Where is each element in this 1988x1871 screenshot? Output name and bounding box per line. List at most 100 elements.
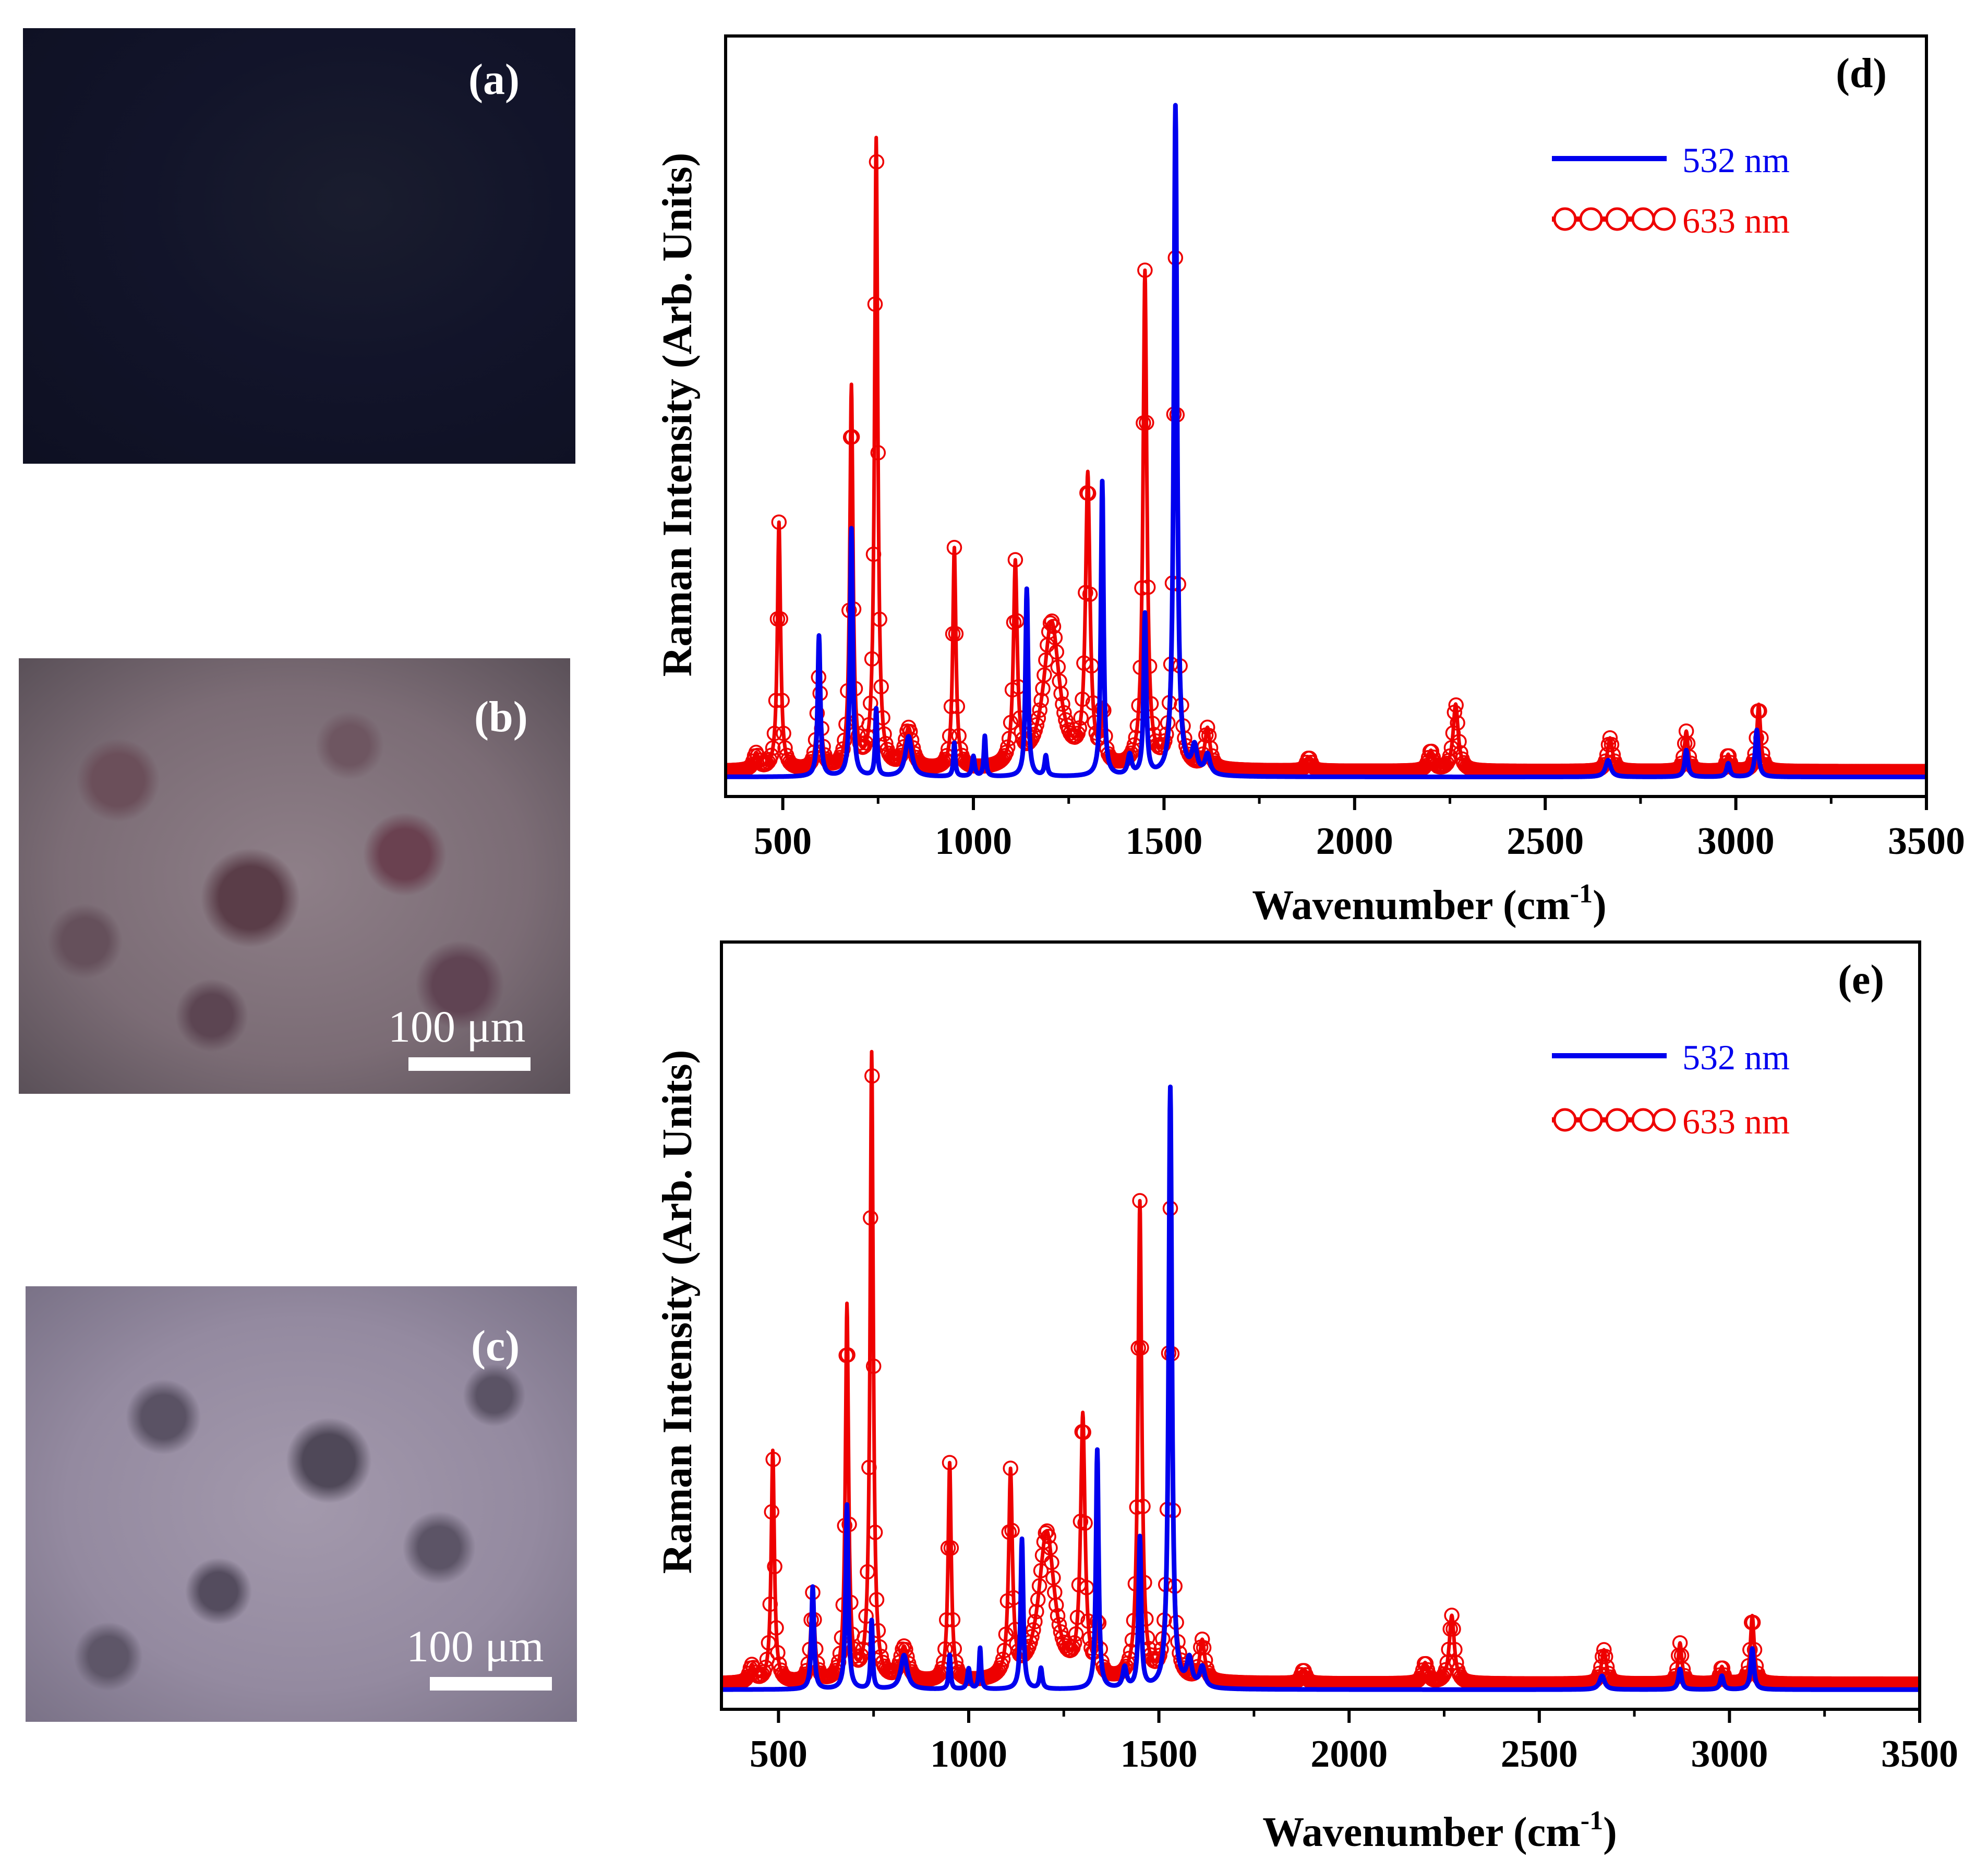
- series-markers-633nm-e: [721, 1068, 1920, 1692]
- data-point: [934, 755, 950, 771]
- data-point: [1082, 586, 1098, 602]
- data-point: [943, 698, 959, 715]
- data-point: [776, 726, 791, 741]
- data-point: [867, 1525, 883, 1540]
- y-axis-label-e: Raman Intensity (Arb. Units): [655, 1050, 701, 1574]
- legend-marker-633-e: [1605, 1108, 1629, 1132]
- data-point: [942, 728, 958, 744]
- data-point: [1135, 1499, 1151, 1514]
- data-point: [867, 296, 883, 312]
- data-point: [937, 1641, 953, 1657]
- data-point: [863, 1210, 878, 1226]
- data-point: [1134, 580, 1150, 596]
- data-point: [1673, 1648, 1690, 1663]
- data-point: [998, 1626, 1014, 1642]
- data-point: [766, 726, 782, 741]
- data-point: [1037, 667, 1052, 683]
- data-point: [753, 1668, 769, 1684]
- data-point: [1752, 703, 1767, 719]
- data-point: [1597, 1649, 1613, 1664]
- data-point: [995, 1651, 1011, 1667]
- data-point: [759, 756, 775, 771]
- data-point: [864, 651, 880, 667]
- data-point: [1042, 615, 1058, 631]
- data-point: [1038, 652, 1054, 668]
- data-point: [1672, 1635, 1688, 1651]
- legend-e: 532 nm 633 nm: [1552, 1037, 1790, 1141]
- data-point: [767, 1559, 782, 1575]
- data-point: [1048, 1597, 1064, 1613]
- x-tick-label-1500-e: 1500: [1120, 1733, 1198, 1776]
- x-tick-label-3000-d: 3000: [1697, 820, 1775, 863]
- data-point: [1199, 719, 1215, 735]
- x-tick-label-3500-e: 3500: [1881, 1733, 1958, 1776]
- data-point: [1080, 486, 1097, 501]
- data-point: [771, 514, 787, 530]
- data-point: [1448, 697, 1464, 713]
- data-point: [869, 154, 885, 170]
- legend-marker-633-e: [1553, 1108, 1577, 1132]
- scale-bar-label-c: 100 μm: [406, 1621, 544, 1671]
- series-line-532nm-e: [721, 1084, 1920, 1692]
- panel-label-b: (b): [474, 693, 528, 741]
- x-tick-label-2000-d: 2000: [1316, 820, 1393, 863]
- data-point: [777, 740, 793, 756]
- data-point: [765, 1452, 781, 1467]
- data-point: [761, 1635, 777, 1651]
- data-point: [1079, 1579, 1094, 1596]
- data-point: [858, 1608, 874, 1624]
- data-point: [1050, 1608, 1066, 1624]
- axes-frame-e: [720, 940, 1921, 1711]
- data-point: [949, 698, 966, 715]
- data-point: [873, 679, 889, 695]
- x-axis-label-d: Wavenumber (cm-1): [1252, 879, 1607, 928]
- data-point: [1069, 1609, 1086, 1625]
- data-point: [1596, 1642, 1612, 1658]
- data-point: [946, 539, 962, 556]
- data-point: [774, 693, 790, 708]
- data-point: [1418, 1656, 1434, 1672]
- micrograph-a: (a): [23, 28, 575, 464]
- data-point: [1076, 1425, 1091, 1440]
- data-point: [1129, 1499, 1145, 1515]
- legend-marker-633-d: [1652, 207, 1676, 231]
- data-point: [1000, 739, 1016, 755]
- data-point: [765, 740, 781, 756]
- legend-marker-633-d: [1553, 207, 1577, 231]
- data-point: [865, 546, 882, 562]
- data-point: [1071, 1577, 1087, 1593]
- data-point: [938, 1612, 955, 1628]
- series-line-532nm-d: [726, 103, 1926, 779]
- x-tick-label-500-d: 500: [754, 820, 812, 863]
- data-point: [1201, 728, 1217, 744]
- data-point: [832, 1646, 848, 1661]
- data-point: [1003, 715, 1019, 731]
- x-tick-label-2500-d: 2500: [1507, 820, 1584, 863]
- data-point: [1064, 1642, 1079, 1658]
- data-point: [840, 1347, 856, 1363]
- series-line-633nm-e: [721, 1049, 1920, 1686]
- data-point: [1068, 1626, 1084, 1642]
- data-point: [1053, 685, 1069, 702]
- legend-label-633-d: 633 nm: [1682, 201, 1790, 240]
- data-point: [1038, 1525, 1054, 1541]
- data-point: [989, 1664, 1005, 1680]
- data-point: [1451, 733, 1467, 750]
- data-point: [860, 1564, 875, 1580]
- legend-marker-633-d: [1579, 207, 1603, 231]
- data-point: [1055, 696, 1070, 712]
- data-point: [1196, 1640, 1212, 1656]
- data-point: [1053, 1624, 1069, 1640]
- data-point: [837, 732, 852, 748]
- data-point: [1033, 1563, 1049, 1578]
- legend-marker-633-e: [1579, 1108, 1603, 1132]
- data-point: [1009, 613, 1025, 629]
- data-point: [930, 1668, 945, 1684]
- data-point: [844, 429, 860, 445]
- data-point: [1066, 1635, 1082, 1651]
- legend-label-532-e: 532 nm: [1682, 1037, 1790, 1077]
- data-point: [1424, 743, 1440, 759]
- data-point: [1030, 1592, 1046, 1608]
